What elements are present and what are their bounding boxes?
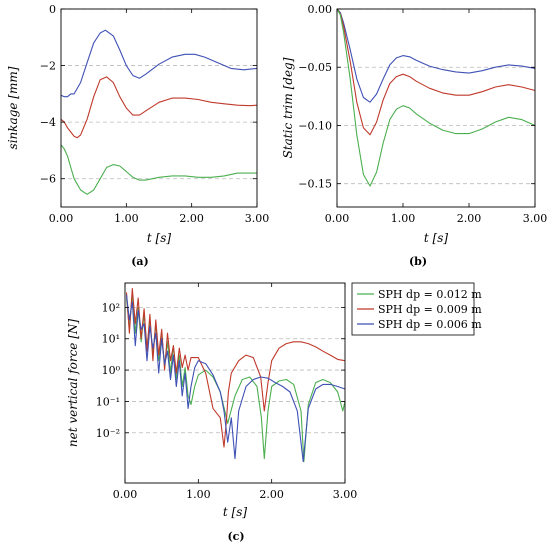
chart-c-series-line-2 <box>125 294 346 463</box>
chart-a-x-tick-label: 1.00 <box>114 212 139 225</box>
chart-c-y-tick-label: 10⁻¹ <box>96 395 120 408</box>
chart-b-caption: (b) <box>409 255 427 268</box>
chart-b-y-tick-label: −0.05 <box>298 61 332 74</box>
chart-b-x-axis-label: t [s] <box>424 231 448 245</box>
chart-c-axes-frame <box>124 282 346 484</box>
chart-a-series-line-1 <box>60 76 258 139</box>
chart-c-series-line-0 <box>125 291 346 463</box>
chart-b-y-tick-label: −0.15 <box>298 178 332 191</box>
chart-b-x-tick-label: 1.00 <box>391 212 416 225</box>
chart-a-y-axis-label: sinkage [mm] <box>6 66 20 149</box>
chart-a-y-tick-label: 0 <box>49 3 56 16</box>
chart-c-legend-entry: SPH dp = 0.009 m <box>378 303 482 316</box>
chart-b-y-tick-label: −0.10 <box>298 119 332 132</box>
chart-c-y-tick-label: 10⁻² <box>96 427 120 440</box>
chart-c-x-tick-label: 2.00 <box>259 488 284 501</box>
chart-b-series-line-2 <box>336 8 536 187</box>
chart-c-y-tick-label: 10² <box>102 301 120 314</box>
chart-c-caption: (c) <box>227 530 244 543</box>
chart-a-x-tick-label: 3.00 <box>245 212 270 225</box>
chart-b-x-tick-label: 0.00 <box>325 212 350 225</box>
chart-c-x-axis-label: t [s] <box>223 505 247 519</box>
chart-a-y-tick-label: −4 <box>40 116 56 129</box>
chart-c-legend-entry: SPH dp = 0.012 m <box>378 288 482 301</box>
chart-a-x-axis-label: t [s] <box>147 231 171 245</box>
chart-c-y-tick-label: 10¹ <box>102 333 120 346</box>
chart-c-legend-entry: SPH dp = 0.006 m <box>378 318 482 331</box>
chart-a-y-tick-label: −2 <box>40 60 56 73</box>
chart-a-y-tick-label: −6 <box>40 173 56 186</box>
chart-a-series-line-0 <box>60 29 258 98</box>
chart-c-x-tick-label: 0.00 <box>113 488 138 501</box>
chart-b-series-line-0 <box>336 8 536 103</box>
chart-a-x-tick-label: 2.00 <box>179 212 204 225</box>
chart-c-x-tick-label: 3.00 <box>333 488 358 501</box>
chart-b-axes-frame <box>336 8 536 208</box>
chart-b-series-line-1 <box>336 8 536 136</box>
chart-c-series-line-1 <box>125 287 346 448</box>
chart-a-series-line-2 <box>60 144 257 195</box>
chart-a-caption: (a) <box>131 255 149 268</box>
chart-a-axes-frame <box>60 8 258 208</box>
chart-c-y-tick-label: 10⁰ <box>102 364 121 377</box>
chart-c-x-tick-label: 1.00 <box>186 488 211 501</box>
chart-b-x-tick-label: 2.00 <box>457 212 482 225</box>
chart-a-x-tick-label: 0.00 <box>49 212 74 225</box>
chart-c-y-axis-label: net vertical force [N] <box>66 319 80 447</box>
chart-b-x-tick-label: 3.00 <box>523 212 548 225</box>
chart-b-y-tick-label: 0.00 <box>308 3 333 16</box>
chart-b-y-axis-label: Static trim [deg] <box>281 57 295 158</box>
